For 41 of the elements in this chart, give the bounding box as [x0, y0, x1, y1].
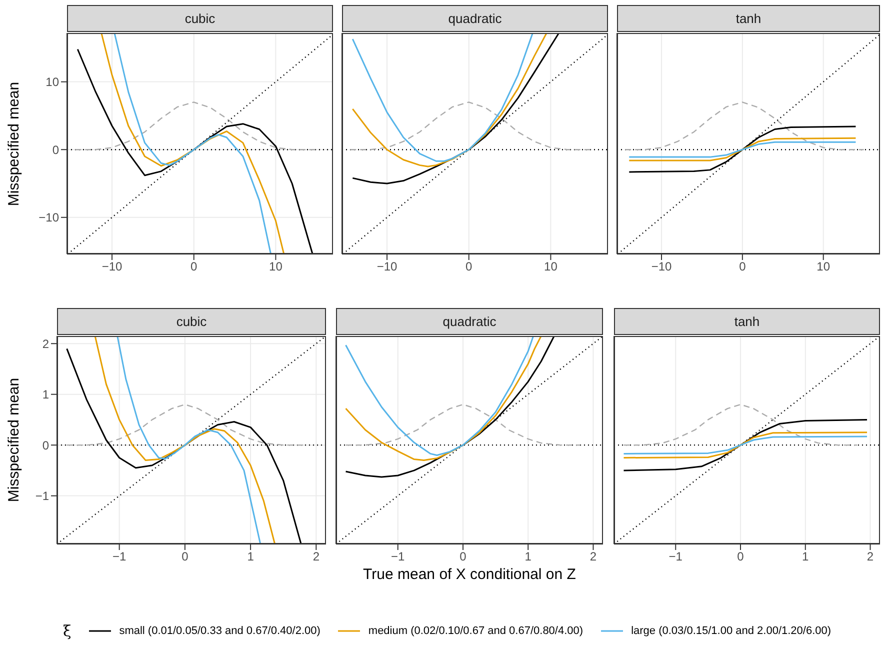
- x-tick-label: −10: [376, 260, 398, 274]
- x-tick-label: −1: [112, 550, 126, 564]
- y-tick-label: 10: [46, 75, 60, 90]
- x-tick-label: 1: [524, 550, 532, 564]
- x-tick-label: 2: [866, 550, 874, 564]
- x-tick-label: −10: [651, 260, 672, 274]
- y-tick-label: 2: [42, 336, 50, 351]
- x-tick-label: 0: [739, 260, 746, 274]
- x-tick-label: 1: [247, 550, 254, 564]
- y-tick-label: 1: [42, 388, 50, 402]
- chart-title: tanh: [736, 11, 762, 26]
- x-tick-label: 0: [737, 550, 744, 564]
- x-tick-label: 2: [590, 550, 597, 564]
- x-tick-label: 10: [816, 260, 830, 274]
- y-tick-label: 0: [52, 142, 60, 157]
- legend-label: large (0.03/0.15/1.00 and 2.00/1.20/6.00): [631, 625, 832, 637]
- x-tick-label: −1: [391, 550, 406, 564]
- x-tick-label: 10: [269, 260, 283, 274]
- y-axis-title: Misspecified mean: [6, 81, 22, 206]
- x-tick-label: −10: [102, 260, 123, 274]
- chart-title: quadratic: [448, 11, 502, 26]
- x-tick-label: 2: [312, 550, 320, 564]
- legend-label: medium (0.02/0.10/0.67 and 0.67/0.80/4.00): [368, 625, 584, 637]
- legend-title: ξ: [62, 622, 72, 640]
- chart-title: cubic: [176, 314, 207, 329]
- chart-title: quadratic: [442, 314, 496, 329]
- x-tick-label: −1: [668, 550, 683, 564]
- x-tick-label: 10: [544, 260, 558, 274]
- y-tick-label: −10: [38, 210, 60, 225]
- x-axis-title: True mean of X conditional on Z: [363, 566, 576, 583]
- x-tick-label: 0: [460, 550, 467, 564]
- legend-label: small (0.01/0.05/0.33 and 0.67/0.40/2.00): [119, 625, 320, 637]
- x-tick-label: 0: [466, 260, 473, 274]
- chart-title: tanh: [734, 314, 760, 329]
- x-tick-label: 0: [190, 260, 198, 274]
- x-tick-label: 0: [182, 550, 189, 564]
- y-tick-label: 0: [42, 438, 50, 452]
- y-axis-title: Misspecified mean: [6, 378, 22, 502]
- y-tick-label: −1: [35, 489, 50, 504]
- x-tick-label: 1: [802, 550, 810, 564]
- chart-title: cubic: [184, 11, 216, 26]
